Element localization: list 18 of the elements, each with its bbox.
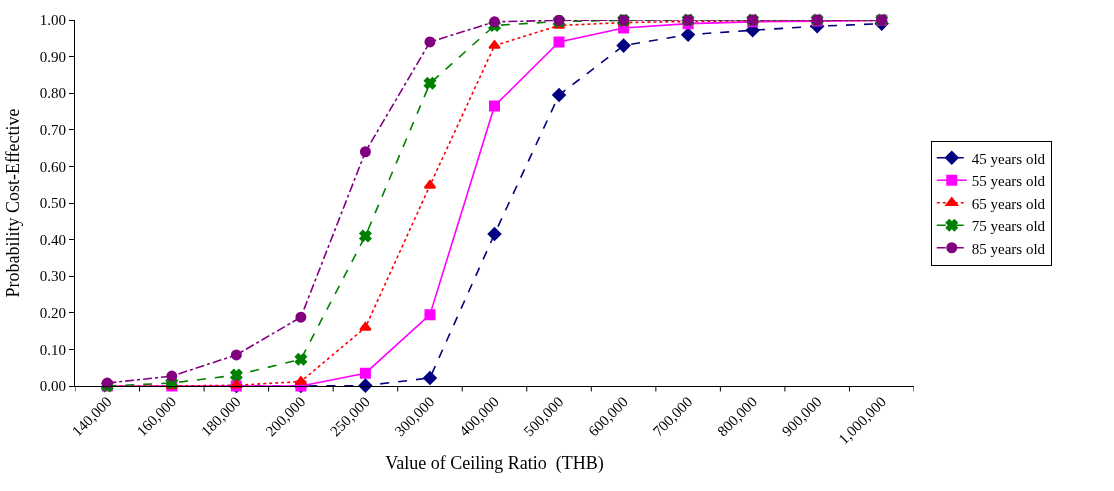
y-tick-label: 0.30 xyxy=(39,268,66,285)
y-tick-label: 0.10 xyxy=(39,341,66,358)
y-tick-label: 0.00 xyxy=(39,378,66,395)
y-tick-label: 1.00 xyxy=(39,12,66,29)
legend-label: 85 years old xyxy=(971,240,1046,257)
legend-label: 45 years old xyxy=(971,150,1046,167)
y-tick-label: 0.90 xyxy=(39,48,66,65)
y-tick-label: 0.70 xyxy=(39,122,66,139)
legend-label: 75 years old xyxy=(971,218,1046,235)
y-axis-title: Probability Cost-Effective xyxy=(2,108,23,298)
legend-label: 65 years old xyxy=(971,195,1046,212)
y-tick-label: 0.20 xyxy=(39,305,66,322)
y-tick-label: 0.40 xyxy=(39,231,66,248)
y-tick-label: 0.60 xyxy=(39,158,66,175)
legend-label: 55 years old xyxy=(971,173,1046,190)
y-tick-label: 0.50 xyxy=(39,195,66,212)
y-tick-label: 0.80 xyxy=(39,85,66,102)
x-axis-title: Value of Ceiling Ratio (THB) xyxy=(385,453,604,475)
